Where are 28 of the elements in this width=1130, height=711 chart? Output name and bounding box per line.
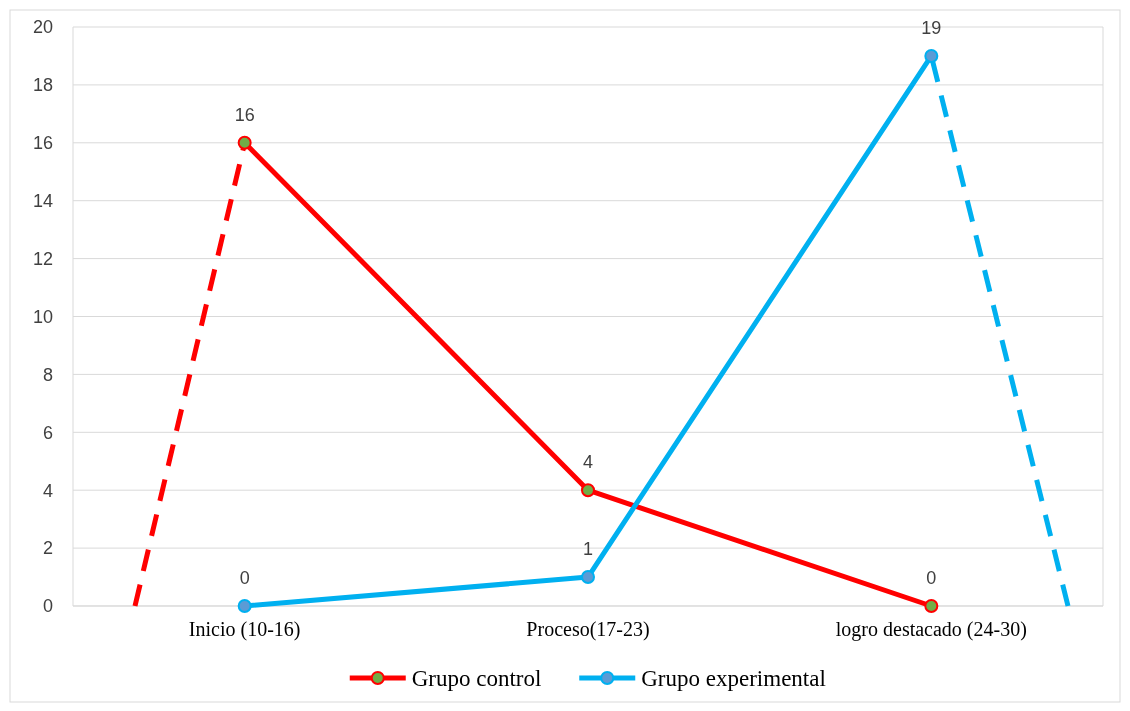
y-tick-label: 20 bbox=[32, 17, 53, 38]
legend-label: Grupo control bbox=[411, 666, 542, 692]
legend-label: Grupo experimental bbox=[641, 666, 826, 692]
y-tick-label: 8 bbox=[42, 364, 53, 385]
x-tick-label: Inicio (10-16) bbox=[188, 618, 301, 641]
y-tick-label: 16 bbox=[32, 133, 53, 154]
x-tick-label: logro destacado (24-30) bbox=[835, 618, 1027, 641]
data-label: 0 bbox=[239, 568, 250, 588]
y-tick-label: 10 bbox=[32, 306, 53, 327]
y-tick-label: 6 bbox=[42, 422, 53, 443]
y-tick-label: 0 bbox=[42, 596, 53, 617]
data-label: 16 bbox=[234, 104, 255, 125]
data-label: 19 bbox=[921, 17, 942, 38]
y-tick-label: 2 bbox=[42, 538, 53, 559]
y-tick-label: 18 bbox=[32, 75, 53, 96]
data-label: 1 bbox=[582, 539, 594, 560]
y-tick-label: 12 bbox=[32, 248, 53, 269]
point bbox=[924, 48, 939, 63]
point bbox=[924, 599, 939, 613]
data-label: 4 bbox=[582, 452, 594, 473]
y-tick-label: 4 bbox=[42, 480, 53, 501]
data-label: 0 bbox=[926, 568, 937, 588]
y-tick-label: 14 bbox=[32, 191, 53, 211]
point bbox=[581, 483, 595, 498]
point bbox=[237, 599, 252, 613]
point bbox=[581, 570, 595, 585]
point bbox=[237, 135, 252, 150]
x-tick-label: Proceso(17-23) bbox=[526, 618, 650, 641]
